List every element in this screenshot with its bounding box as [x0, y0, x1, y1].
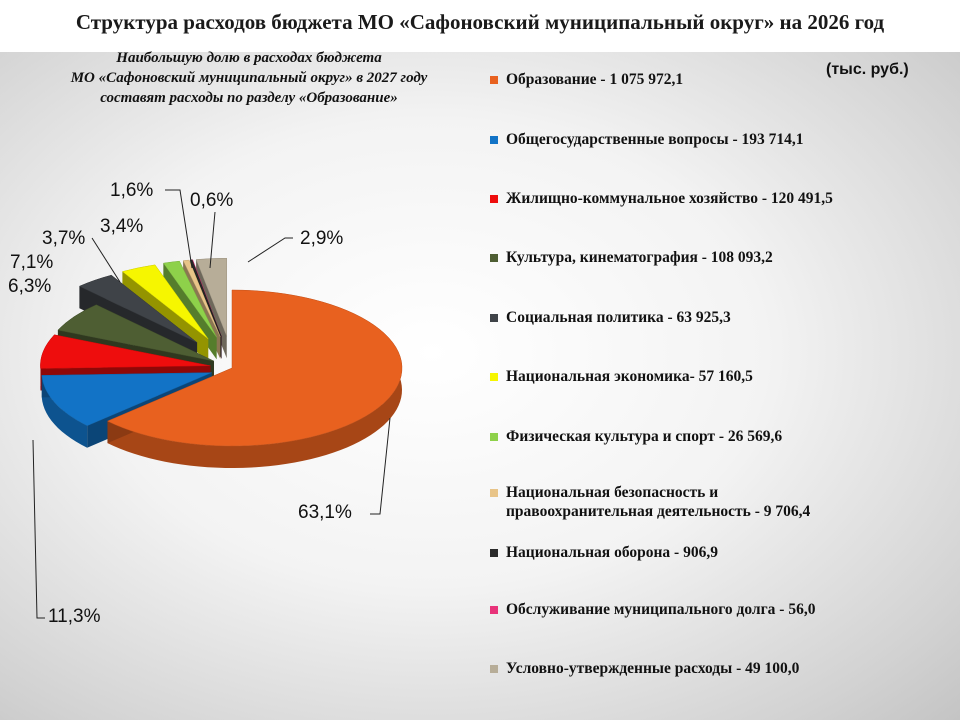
pie-slice-top	[121, 264, 209, 340]
data-label: 3,4%	[100, 216, 143, 237]
data-label: 0,6%	[190, 190, 233, 211]
legend-swatch	[490, 314, 498, 322]
data-label: 63,1%	[298, 502, 352, 523]
legend-label: Обслуживание муниципального долга - 56,0	[506, 601, 816, 618]
pie-slice-top	[162, 260, 217, 338]
legend-swatch	[490, 136, 498, 144]
units-label: (тыс. руб.)	[826, 61, 909, 78]
legend-swatch	[490, 254, 498, 262]
legend-item: Физическая культура и спорт - 26 569,6	[490, 427, 946, 446]
legend-swatch	[490, 606, 498, 614]
leader-line	[247, 237, 293, 263]
legend-item: Социальная политика - 63 925,3	[490, 308, 946, 327]
legend-item: Жилищно-коммунальное хозяйство - 120 491…	[490, 189, 946, 208]
legend-swatch	[490, 195, 498, 203]
pie-slice-top	[57, 304, 215, 362]
pie-slice-top	[41, 372, 212, 427]
legend-swatch	[490, 489, 498, 497]
subtitle-text: Наибольшую долю в расходах бюджета МО «С…	[70, 50, 428, 106]
legend-label: Жилищно-коммунальное хозяйство - 120 491…	[506, 190, 833, 207]
data-label: 6,3%	[8, 276, 51, 297]
data-label: 1,6%	[110, 180, 153, 201]
legend-label: Культура, кинематография - 108 093,2	[506, 249, 773, 266]
chart-legend: Образование - 1 075 972,1 Общегосударстве…	[490, 0, 960, 720]
data-label: 2,9%	[300, 228, 343, 249]
legend-item: Общегосударственные вопросы - 193 714,1	[490, 130, 946, 149]
pie-slice-side	[41, 375, 88, 448]
leader-line	[91, 237, 121, 283]
legend-label: Социальная политика - 63 925,3	[506, 309, 731, 326]
legend-label: Физическая культура и спорт - 26 569,6	[506, 428, 783, 445]
legend-item: Условно-утвержденные расходы - 49 100,0	[490, 659, 946, 678]
legend-swatch	[490, 373, 498, 381]
pie-slice-top	[182, 259, 221, 337]
legend-label: Национальная экономика- 57 160,5	[506, 368, 753, 385]
leader-line	[32, 439, 45, 619]
leader-line	[165, 189, 193, 269]
legend-item: Обслуживание муниципального долга - 56,0	[490, 600, 946, 619]
leader-line	[209, 211, 216, 269]
leader-line	[370, 417, 391, 515]
legend-label: Национальная безопасность и правоохранит…	[506, 484, 811, 520]
legend-item: Культура, кинематография - 108 093,2	[490, 248, 946, 267]
pie-slice-top	[40, 334, 211, 369]
data-label: 11,3%	[48, 606, 101, 627]
pie-slice-top	[106, 289, 403, 447]
legend-swatch	[490, 549, 498, 557]
legend-item: Национальная безопасность и правоохранит…	[490, 483, 946, 521]
pie-slice-top	[195, 257, 228, 337]
data-label: 7,1%	[10, 252, 53, 273]
legend-label: Общегосударственные вопросы - 193 714,1	[506, 131, 804, 148]
legend-item: Образование - 1 075 972,1	[490, 70, 946, 89]
pie-slice-top	[78, 274, 198, 343]
legend-label: Национальная оборона - 906,9	[506, 544, 718, 561]
legend-swatch	[490, 665, 498, 673]
legend-swatch	[490, 433, 498, 441]
legend-label: Образование - 1 075 972,1	[506, 71, 684, 88]
pie-slice	[106, 289, 403, 468]
chart-subtitle: Наибольшую долю в расходах бюджета МО «С…	[8, 48, 490, 108]
page-title: Структура расходов бюджета МО «Сафоновск…	[75, 10, 885, 34]
legend-item: Национальная оборона - 906,9	[490, 543, 946, 562]
legend-swatch	[490, 76, 498, 84]
legend-item: Национальная экономика- 57 160,5	[490, 367, 946, 386]
data-label: 3,7%	[42, 228, 85, 249]
pie-slice-side	[107, 290, 402, 468]
legend-label: Условно-утвержденные расходы - 49 100,0	[506, 660, 800, 677]
